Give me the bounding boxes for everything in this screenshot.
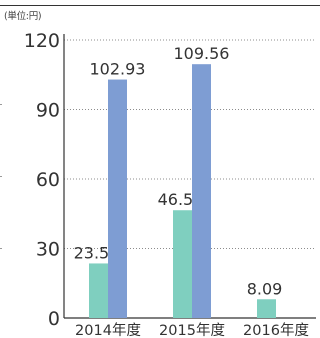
x-tick-label: 2014年度 [75, 322, 141, 338]
bar-2015年度-s1 [173, 210, 192, 318]
top-rule [0, 5, 320, 6]
bar-2014年度-s2 [108, 79, 127, 318]
data-label: 46.52 [158, 190, 204, 209]
data-label: 102.93 [90, 60, 146, 79]
x-tick-label: 2016年度 [243, 322, 309, 338]
bar-2015年度-s2 [192, 64, 211, 318]
y-tick-label: 0 [48, 308, 60, 330]
unit-label: (単位:円) [4, 11, 42, 22]
data-label: 8.09 [247, 279, 283, 298]
data-label: 109.56 [174, 44, 230, 63]
side-mark [0, 248, 2, 249]
y-tick-label: 90 [36, 100, 60, 122]
x-tick-label: 2015年度 [159, 322, 225, 338]
y-tick-label: 60 [36, 169, 60, 191]
side-mark [0, 104, 2, 105]
y-tick-label: 120 [24, 30, 60, 52]
y-tick-label: 30 [36, 239, 60, 261]
data-label: 23.55 [74, 243, 120, 262]
side-mark [0, 176, 2, 177]
bar-2014年度-s1 [89, 263, 108, 318]
bar-2016年度-s1 [257, 299, 276, 318]
